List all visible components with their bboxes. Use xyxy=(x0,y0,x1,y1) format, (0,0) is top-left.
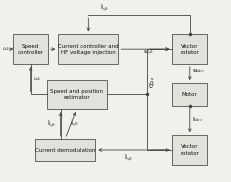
Text: $\tilde{\mathbf{i}}_{\gamma\delta}$: $\tilde{\mathbf{i}}_{\gamma\delta}$ xyxy=(70,118,79,130)
Text: $\hat{\mathbf{i}}_{\gamma\delta}$: $\hat{\mathbf{i}}_{\gamma\delta}$ xyxy=(100,2,108,14)
Text: $\mathbf{u}_{\gamma\delta}$: $\mathbf{u}_{\gamma\delta}$ xyxy=(142,49,153,58)
Text: Vector
rotator: Vector rotator xyxy=(179,43,198,55)
Bar xyxy=(172,83,206,106)
Text: $\mathbf{i}_{abc}$: $\mathbf{i}_{abc}$ xyxy=(191,115,203,124)
Text: Current controller and
HF voltage injection: Current controller and HF voltage inject… xyxy=(58,43,118,55)
Bar xyxy=(172,135,206,165)
Text: Speed
controller: Speed controller xyxy=(18,43,44,55)
Bar xyxy=(172,34,206,64)
Text: $\omega_{ref}$: $\omega_{ref}$ xyxy=(2,45,15,53)
Text: $\hat{\mathbf{i}}_{\gamma\delta}$: $\hat{\mathbf{i}}_{\gamma\delta}$ xyxy=(47,118,56,130)
Text: $\omega_c$: $\omega_c$ xyxy=(33,75,42,83)
Text: Current demodulation: Current demodulation xyxy=(35,147,95,153)
Bar xyxy=(13,34,48,64)
Bar xyxy=(47,80,106,109)
Text: Motor: Motor xyxy=(181,92,197,97)
Text: $\mathbf{u}_{abc}$: $\mathbf{u}_{abc}$ xyxy=(191,67,205,75)
Bar xyxy=(58,34,118,64)
Text: $\tilde{\theta}$: $\tilde{\theta}$ xyxy=(148,77,154,91)
Text: Vector
rotator: Vector rotator xyxy=(179,144,198,156)
Text: Speed and position
estimator: Speed and position estimator xyxy=(50,89,103,100)
Text: $\hat{\mathbf{i}}_{\gamma\delta}$: $\hat{\mathbf{i}}_{\gamma\delta}$ xyxy=(124,153,133,165)
Bar xyxy=(35,139,95,161)
